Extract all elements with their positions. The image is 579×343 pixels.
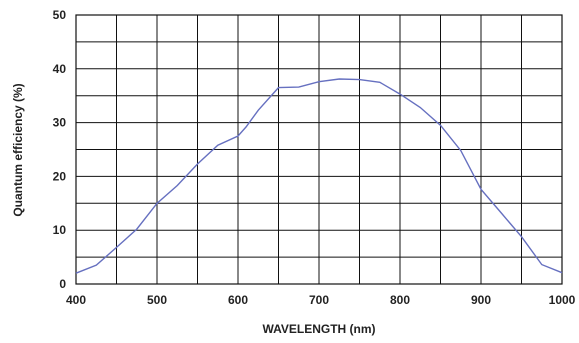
x-tick-label: 800 bbox=[390, 293, 410, 307]
y-tick-label: 30 bbox=[53, 116, 67, 130]
x-tick-label: 700 bbox=[309, 293, 329, 307]
y-tick-label: 40 bbox=[53, 62, 67, 76]
x-tick-label: 500 bbox=[147, 293, 167, 307]
x-tick-label: 600 bbox=[228, 293, 248, 307]
y-axis-label: Quantum efficiency (%) bbox=[11, 83, 25, 216]
y-tick-labels: 0 10 20 30 40 50 bbox=[53, 8, 67, 291]
x-tick-label: 900 bbox=[471, 293, 491, 307]
series-line bbox=[75, 78, 563, 274]
x-tick-labels: 400 500 600 700 800 900 1000 bbox=[66, 293, 576, 307]
plot-frame bbox=[75, 14, 563, 285]
y-tick-label: 20 bbox=[53, 169, 67, 183]
x-tick-label: 400 bbox=[66, 293, 86, 307]
grid bbox=[76, 15, 562, 284]
x-tick-label: 1000 bbox=[549, 293, 576, 307]
y-tick-label: 50 bbox=[53, 8, 67, 22]
y-tick-label: 10 bbox=[53, 223, 67, 237]
y-tick-label: 0 bbox=[59, 277, 66, 291]
x-axis-label: WAVELENGTH (nm) bbox=[262, 322, 375, 336]
